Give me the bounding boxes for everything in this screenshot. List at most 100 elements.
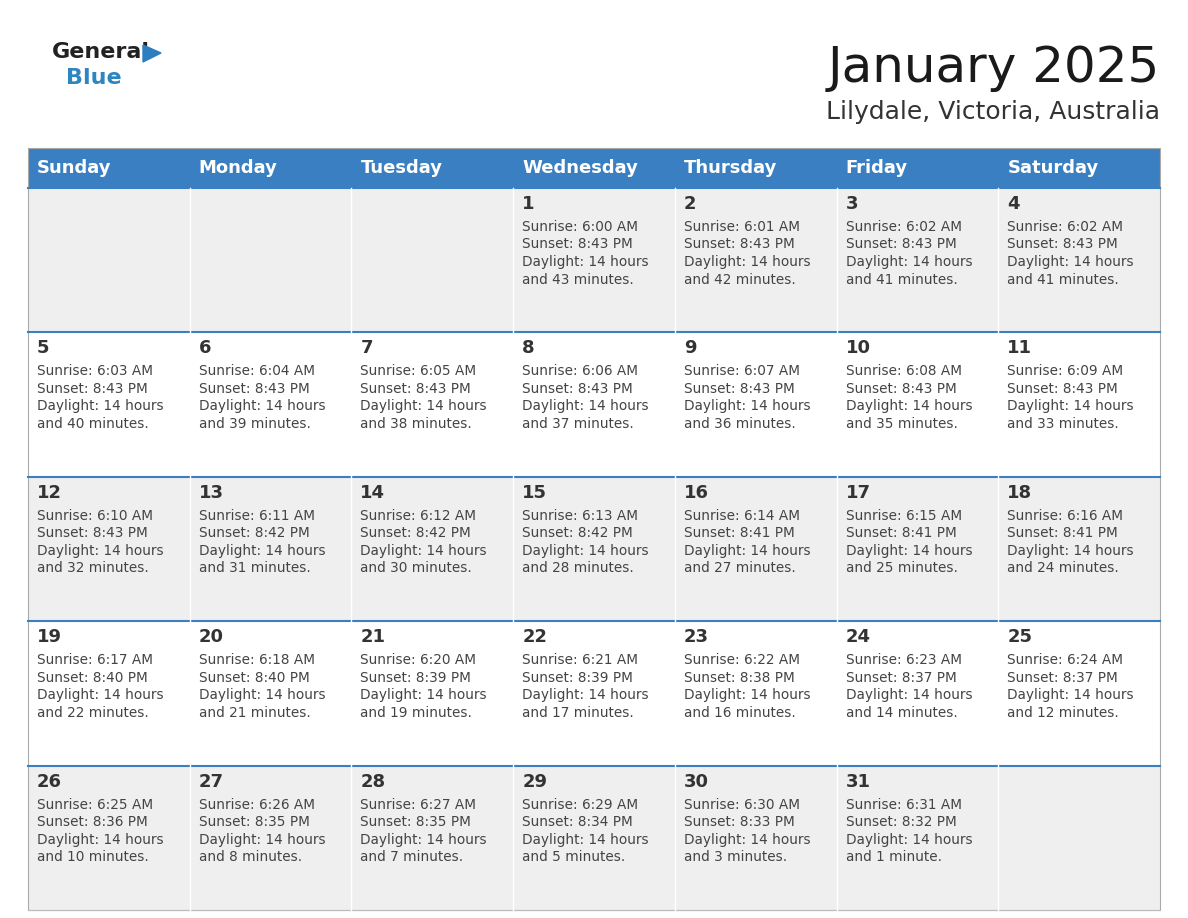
Bar [513, 332, 675, 476]
Text: Sunrise: 6:24 AM: Sunrise: 6:24 AM [1007, 654, 1124, 667]
Bar [352, 148, 513, 188]
Bar [190, 476, 352, 621]
Text: Sunrise: 6:21 AM: Sunrise: 6:21 AM [523, 654, 638, 667]
Text: Sunset: 8:34 PM: Sunset: 8:34 PM [523, 815, 633, 829]
Text: Lilydale, Victoria, Australia: Lilydale, Victoria, Australia [826, 100, 1159, 124]
Bar [998, 188, 1159, 332]
Text: Sunrise: 6:14 AM: Sunrise: 6:14 AM [684, 509, 800, 522]
Text: Daylight: 14 hours: Daylight: 14 hours [684, 255, 810, 269]
Text: and 24 minutes.: and 24 minutes. [1007, 561, 1119, 576]
Text: and 41 minutes.: and 41 minutes. [846, 273, 958, 286]
Text: and 35 minutes.: and 35 minutes. [846, 417, 958, 431]
Text: 20: 20 [198, 628, 223, 646]
Text: and 10 minutes.: and 10 minutes. [37, 850, 148, 864]
Text: Sunrise: 6:17 AM: Sunrise: 6:17 AM [37, 654, 153, 667]
Text: and 16 minutes.: and 16 minutes. [684, 706, 796, 720]
Text: Sunset: 8:40 PM: Sunset: 8:40 PM [198, 671, 309, 685]
Text: Daylight: 14 hours: Daylight: 14 hours [846, 543, 972, 558]
Text: Daylight: 14 hours: Daylight: 14 hours [37, 833, 164, 846]
Text: 17: 17 [846, 484, 871, 502]
Text: and 36 minutes.: and 36 minutes. [684, 417, 796, 431]
Text: 6: 6 [198, 340, 211, 357]
Text: Friday: Friday [846, 159, 908, 177]
Bar [190, 621, 352, 766]
Bar [29, 332, 190, 476]
Text: Sunrise: 6:04 AM: Sunrise: 6:04 AM [198, 364, 315, 378]
Bar [190, 188, 352, 332]
Text: Sunset: 8:41 PM: Sunset: 8:41 PM [1007, 526, 1118, 541]
Text: Daylight: 14 hours: Daylight: 14 hours [198, 543, 326, 558]
Text: and 3 minutes.: and 3 minutes. [684, 850, 786, 864]
Text: Sunset: 8:41 PM: Sunset: 8:41 PM [684, 526, 795, 541]
Text: Sunset: 8:43 PM: Sunset: 8:43 PM [1007, 382, 1118, 396]
Bar [675, 621, 836, 766]
Bar [352, 476, 513, 621]
Text: Sunset: 8:33 PM: Sunset: 8:33 PM [684, 815, 795, 829]
Bar [29, 476, 190, 621]
Text: Daylight: 14 hours: Daylight: 14 hours [1007, 688, 1133, 702]
Bar [836, 476, 998, 621]
Text: Sunset: 8:43 PM: Sunset: 8:43 PM [684, 382, 795, 396]
Bar [513, 148, 675, 188]
Text: Daylight: 14 hours: Daylight: 14 hours [360, 543, 487, 558]
Text: Sunset: 8:43 PM: Sunset: 8:43 PM [1007, 238, 1118, 252]
Text: and 22 minutes.: and 22 minutes. [37, 706, 148, 720]
Text: Sunrise: 6:05 AM: Sunrise: 6:05 AM [360, 364, 476, 378]
Text: Sunrise: 6:06 AM: Sunrise: 6:06 AM [523, 364, 638, 378]
Text: January 2025: January 2025 [828, 44, 1159, 92]
Text: and 42 minutes.: and 42 minutes. [684, 273, 796, 286]
Text: Sunrise: 6:20 AM: Sunrise: 6:20 AM [360, 654, 476, 667]
Text: 11: 11 [1007, 340, 1032, 357]
Text: Sunrise: 6:13 AM: Sunrise: 6:13 AM [523, 509, 638, 522]
Text: Blue: Blue [67, 68, 121, 88]
Text: and 17 minutes.: and 17 minutes. [523, 706, 634, 720]
Text: and 7 minutes.: and 7 minutes. [360, 850, 463, 864]
Text: Sunrise: 6:03 AM: Sunrise: 6:03 AM [37, 364, 153, 378]
Text: Daylight: 14 hours: Daylight: 14 hours [523, 543, 649, 558]
Text: Daylight: 14 hours: Daylight: 14 hours [846, 688, 972, 702]
Text: Sunrise: 6:08 AM: Sunrise: 6:08 AM [846, 364, 961, 378]
Text: and 30 minutes.: and 30 minutes. [360, 561, 472, 576]
Text: Sunset: 8:39 PM: Sunset: 8:39 PM [523, 671, 633, 685]
Text: 18: 18 [1007, 484, 1032, 502]
Text: and 38 minutes.: and 38 minutes. [360, 417, 472, 431]
Text: Sunset: 8:43 PM: Sunset: 8:43 PM [684, 238, 795, 252]
Text: 16: 16 [684, 484, 709, 502]
Text: Sunset: 8:42 PM: Sunset: 8:42 PM [523, 526, 633, 541]
Text: Sunday: Sunday [37, 159, 112, 177]
Text: 23: 23 [684, 628, 709, 646]
Text: 14: 14 [360, 484, 385, 502]
Text: and 37 minutes.: and 37 minutes. [523, 417, 634, 431]
Text: Sunrise: 6:25 AM: Sunrise: 6:25 AM [37, 798, 153, 812]
Text: Daylight: 14 hours: Daylight: 14 hours [1007, 255, 1133, 269]
Text: Daylight: 14 hours: Daylight: 14 hours [523, 399, 649, 413]
Text: Daylight: 14 hours: Daylight: 14 hours [684, 833, 810, 846]
Text: Sunrise: 6:01 AM: Sunrise: 6:01 AM [684, 220, 800, 234]
Text: 31: 31 [846, 773, 871, 790]
Text: and 25 minutes.: and 25 minutes. [846, 561, 958, 576]
Text: Sunset: 8:43 PM: Sunset: 8:43 PM [198, 382, 309, 396]
Text: and 27 minutes.: and 27 minutes. [684, 561, 796, 576]
Bar [836, 621, 998, 766]
Polygon shape [143, 45, 162, 62]
Text: Daylight: 14 hours: Daylight: 14 hours [846, 399, 972, 413]
Bar [998, 148, 1159, 188]
Text: 22: 22 [523, 628, 548, 646]
Text: Sunset: 8:40 PM: Sunset: 8:40 PM [37, 671, 147, 685]
Text: Daylight: 14 hours: Daylight: 14 hours [37, 688, 164, 702]
Bar [29, 148, 1159, 910]
Text: 21: 21 [360, 628, 385, 646]
Bar [352, 332, 513, 476]
Text: 28: 28 [360, 773, 386, 790]
Text: Daylight: 14 hours: Daylight: 14 hours [198, 399, 326, 413]
Text: Daylight: 14 hours: Daylight: 14 hours [684, 543, 810, 558]
Text: Daylight: 14 hours: Daylight: 14 hours [37, 543, 164, 558]
Text: General: General [52, 42, 150, 62]
Bar [836, 148, 998, 188]
Text: Daylight: 14 hours: Daylight: 14 hours [1007, 399, 1133, 413]
Text: and 8 minutes.: and 8 minutes. [198, 850, 302, 864]
Text: Daylight: 14 hours: Daylight: 14 hours [37, 399, 164, 413]
Bar [836, 332, 998, 476]
Bar [998, 621, 1159, 766]
Text: Sunrise: 6:22 AM: Sunrise: 6:22 AM [684, 654, 800, 667]
